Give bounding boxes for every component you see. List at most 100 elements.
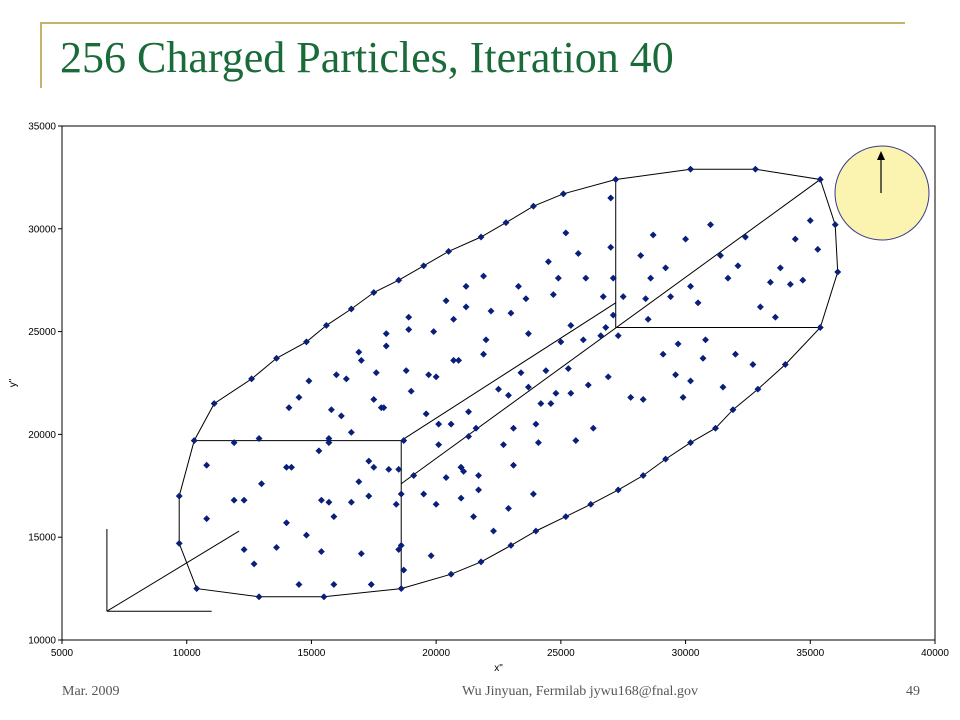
boundary-particle-point bbox=[507, 541, 515, 549]
interior-particle-point bbox=[479, 350, 488, 358]
interior-particle-point bbox=[682, 235, 690, 243]
interior-particle-point bbox=[694, 299, 702, 307]
interior-particle-point bbox=[584, 381, 592, 389]
boundary-particle-point bbox=[711, 424, 720, 432]
interior-particle-point bbox=[420, 490, 428, 498]
diagonal-lower bbox=[400, 179, 821, 485]
callout-circle-group bbox=[834, 145, 930, 241]
chart-axes: 5000 10000 15000 20000 25000 30000 35000 400001… bbox=[8, 122, 949, 675]
diagonal-upper bbox=[400, 302, 617, 441]
interior-particle-point bbox=[637, 251, 645, 260]
title-accent-bar-top bbox=[40, 22, 905, 24]
interior-particle-point bbox=[499, 441, 508, 449]
interior-particle-point bbox=[442, 297, 450, 305]
x-tick-label: 15000 bbox=[298, 648, 326, 659]
interior-particle-point bbox=[402, 367, 410, 375]
boundary-particle-point bbox=[816, 175, 824, 184]
plot-area-frame bbox=[61, 125, 936, 641]
x-tick-label: 35000 bbox=[796, 648, 824, 659]
interior-particle-point bbox=[562, 229, 570, 237]
interior-particle-point bbox=[422, 410, 430, 418]
interior-particle-point bbox=[814, 245, 822, 253]
interior-particle-point bbox=[494, 385, 503, 393]
boundary-particle-point bbox=[831, 221, 839, 229]
interior-particle-point bbox=[487, 307, 495, 315]
interior-particle-point bbox=[282, 519, 291, 527]
boundary-particle-point bbox=[639, 471, 647, 480]
interior-particle-point bbox=[667, 293, 675, 301]
interior-particle-point bbox=[230, 496, 238, 504]
interior-particle-point bbox=[382, 342, 390, 350]
interior-particle-point bbox=[607, 243, 615, 251]
interior-particle-point bbox=[450, 315, 458, 323]
interior-particle-point bbox=[347, 498, 355, 506]
boundary-particle-point bbox=[781, 360, 789, 369]
interior-particle-point bbox=[766, 278, 774, 286]
interior-particle-point bbox=[372, 369, 380, 377]
interior-particle-point bbox=[317, 548, 325, 556]
interior-particle-point bbox=[342, 375, 350, 383]
boundary-particle-point bbox=[190, 437, 198, 445]
interior-particle-point bbox=[619, 293, 627, 301]
boundary-particle-point bbox=[193, 585, 201, 593]
slide-title: 256 Charged Particles, Iteration 40 bbox=[60, 33, 674, 82]
interior-particle-point bbox=[504, 504, 513, 512]
interior-particle-point bbox=[609, 274, 617, 282]
interior-particle-point bbox=[597, 332, 605, 340]
interior-particle-point bbox=[509, 424, 518, 432]
arrow-head-icon bbox=[877, 151, 885, 160]
interior-particle-point bbox=[647, 274, 655, 282]
interior-particle-point bbox=[425, 371, 433, 379]
interior-particle-point bbox=[701, 336, 710, 344]
interior-particle-point bbox=[382, 330, 390, 338]
boundary-particle-point bbox=[587, 500, 595, 508]
interior-particle-point bbox=[564, 365, 572, 373]
interior-particle-point bbox=[285, 404, 293, 412]
chart-points bbox=[175, 165, 842, 601]
interior-particle-point bbox=[355, 348, 363, 356]
interior-particle-point bbox=[674, 340, 682, 348]
x-tick-label: 5000 bbox=[51, 648, 74, 659]
interior-particle-point bbox=[317, 496, 325, 504]
interior-particle-point bbox=[465, 432, 473, 441]
boundary-particle-point bbox=[834, 268, 842, 276]
boundary-particle-point bbox=[322, 321, 330, 329]
interior-particle-point bbox=[272, 543, 281, 552]
interior-particle-point bbox=[706, 221, 715, 229]
interior-particle-point bbox=[337, 412, 345, 420]
boundary-particle-point bbox=[175, 539, 183, 547]
boundary-particle-point bbox=[816, 323, 824, 332]
boundary-particle-point bbox=[687, 165, 695, 173]
interior-particle-point bbox=[325, 498, 333, 506]
interior-particle-point bbox=[604, 373, 612, 381]
interior-particle-point bbox=[734, 262, 742, 270]
interior-particle-point bbox=[791, 235, 799, 243]
boundary-particle-point bbox=[447, 570, 455, 578]
x-tick-label: 40000 bbox=[921, 648, 949, 659]
interior-particle-point bbox=[542, 367, 550, 375]
interior-particle-point bbox=[672, 371, 680, 379]
interior-particle-point bbox=[771, 313, 779, 321]
interior-particle-point bbox=[430, 328, 438, 336]
interior-particle-point bbox=[524, 330, 532, 338]
interior-particle-point bbox=[455, 356, 463, 364]
boundary-particle-point bbox=[502, 219, 510, 227]
boundary-particle-point bbox=[529, 202, 537, 210]
interior-particle-point bbox=[365, 492, 373, 500]
interior-particle-point bbox=[607, 194, 615, 202]
interior-particle-point bbox=[552, 389, 560, 397]
interior-particle-point bbox=[756, 303, 764, 311]
interior-particle-point bbox=[397, 490, 405, 498]
boundary-particle-point bbox=[532, 527, 540, 535]
interior-particle-point bbox=[549, 291, 557, 299]
interior-particle-point bbox=[687, 377, 695, 385]
interior-particle-point bbox=[806, 217, 814, 225]
interior-particle-point bbox=[749, 360, 757, 369]
interior-particle-point bbox=[786, 280, 794, 288]
footer-date: Mar. 2009 bbox=[62, 684, 120, 699]
interior-particle-point bbox=[589, 424, 597, 432]
interior-particle-point bbox=[644, 315, 652, 323]
x-tick-label: 10000 bbox=[173, 648, 201, 659]
interior-particle-point bbox=[574, 249, 582, 258]
interior-particle-point bbox=[649, 231, 657, 239]
